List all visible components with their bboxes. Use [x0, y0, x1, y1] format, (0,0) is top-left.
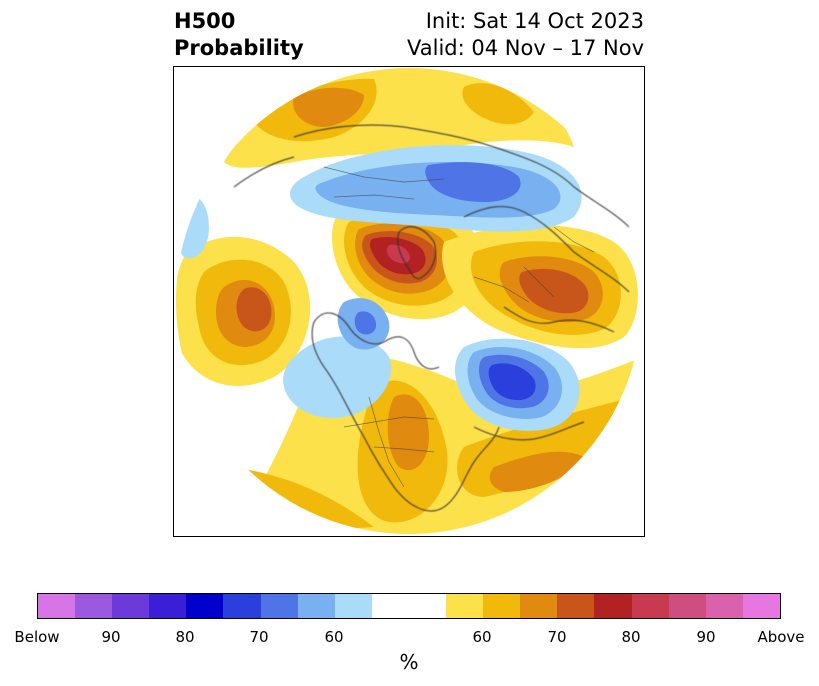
map-svg	[176, 68, 642, 534]
above-anomaly-north-pacific	[176, 237, 311, 386]
title-block-right: Init: Sat 14 Oct 2023 Valid: 04 Nov – 17…	[407, 8, 644, 62]
title-field-name: H500	[174, 9, 236, 33]
colorbar-segment	[186, 594, 224, 618]
colorbar-segment	[557, 594, 595, 618]
colorbar-segment	[631, 594, 669, 618]
polar-map	[173, 66, 645, 537]
colorbar-segment	[742, 594, 780, 618]
colorbar-segment	[334, 594, 372, 618]
colorbar-segment	[38, 594, 76, 618]
colorbar-tick-label: 70	[547, 628, 567, 646]
colorbar-tick-label: 80	[621, 628, 641, 646]
colorbar-tick-label: 80	[175, 628, 195, 646]
colorbar-segment	[446, 594, 484, 618]
colorbar-segment	[668, 594, 706, 618]
colorbar-segment	[112, 594, 150, 618]
colorbar-segment	[149, 594, 187, 618]
colorbar-tick-label: 70	[249, 628, 269, 646]
below-anomaly-north-atlantic	[454, 338, 580, 431]
init-date-label: Init: Sat 14 Oct 2023	[425, 9, 644, 33]
colorbar-tick-label: 90	[696, 628, 716, 646]
colorbar-segment	[705, 594, 743, 618]
colorbar-segment	[260, 594, 298, 618]
colorbar-unit-label: %	[399, 650, 419, 674]
coastlines	[233, 124, 630, 512]
colorbar-segment	[520, 594, 558, 618]
above-anomaly-europe	[442, 225, 638, 349]
colorbar-segment	[483, 594, 521, 618]
title-field-type: Probability	[174, 36, 304, 60]
below-anomaly-northwest-canada	[176, 193, 392, 418]
colorbar-segment	[223, 594, 261, 618]
colorbar-tick-label: 60	[324, 628, 344, 646]
colorbar	[37, 593, 781, 619]
colorbar-tick-label: 90	[101, 628, 121, 646]
colorbar-segment	[75, 594, 113, 618]
above-anomaly-north-asia	[224, 68, 574, 168]
colorbar-tick-label: Above	[757, 628, 805, 646]
political-borders	[323, 166, 595, 488]
colorbar-tick-label: 60	[472, 628, 492, 646]
colorbar-tick-label: Below	[14, 628, 60, 646]
colorbar-segment	[594, 594, 632, 618]
title-block-left: H500 Probability	[174, 8, 304, 62]
colorbar-segment	[371, 594, 447, 618]
valid-range-label: Valid: 04 Nov – 17 Nov	[407, 36, 644, 60]
below-anomaly-siberia	[289, 145, 582, 232]
colorbar-segment	[297, 594, 335, 618]
